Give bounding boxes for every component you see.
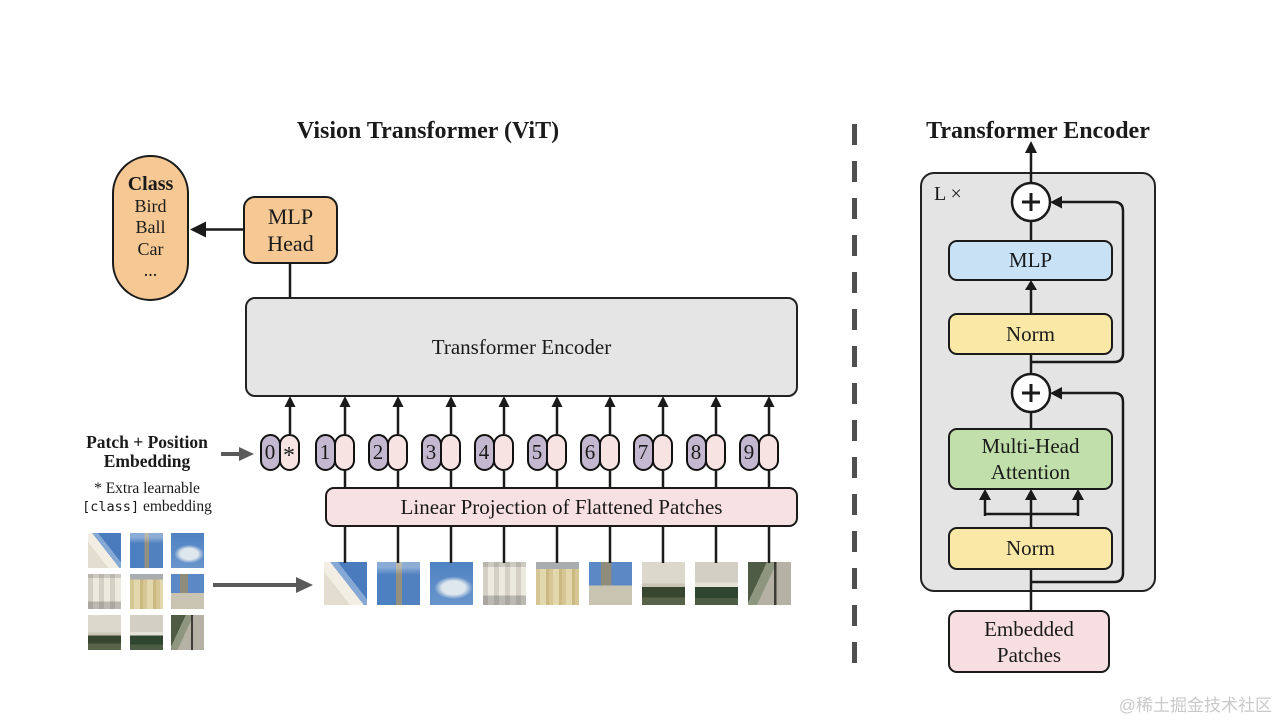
- position-embedding-pill: 1: [314, 434, 336, 471]
- image-patch-6: [588, 562, 632, 605]
- source-grid-patch: [129, 533, 163, 568]
- position-embedding-pill: 9: [738, 434, 760, 471]
- token-pair-5: 5: [526, 434, 567, 471]
- norm-top-label: Norm: [1006, 321, 1055, 346]
- image-patch-3: [429, 562, 473, 605]
- norm-block-top: Norm: [948, 313, 1113, 355]
- patch-embedding-pill: [439, 434, 461, 471]
- transformer-encoder-label: Transformer Encoder: [431, 334, 612, 359]
- image-patch-8: [694, 562, 738, 605]
- pp-label-line2: Embedding: [103, 451, 191, 471]
- class-output-oval: Class Bird Ball Car ...: [112, 155, 189, 301]
- mlp-block: MLP: [948, 240, 1113, 281]
- patch-embedding-pill: [651, 434, 673, 471]
- position-embedding-pill: 5: [526, 434, 548, 471]
- image-patch-9: [747, 562, 791, 605]
- embedded-line2: Patches: [996, 642, 1062, 667]
- dashed-divider: [852, 124, 857, 672]
- position-embedding-pill: 0: [259, 434, 281, 471]
- norm-block-bottom: Norm: [948, 527, 1113, 570]
- footnote-line1: * Extra learnable: [94, 480, 200, 497]
- token-pair-3: 3: [420, 434, 461, 471]
- token-pair-4: 4: [473, 434, 514, 471]
- class-token-code: [class]: [82, 498, 140, 515]
- embedded-line1: Embedded: [984, 616, 1074, 641]
- mlp-head-line1: MLP: [267, 204, 314, 229]
- linear-projection-box: Linear Projection of Flattened Patches: [325, 487, 798, 527]
- source-grid-patch: [88, 574, 121, 609]
- footnote-rest: embedding: [139, 497, 212, 515]
- image-patch-5: [535, 562, 579, 605]
- left-panel-title: Vision Transformer (ViT): [296, 118, 560, 144]
- multi-head-attention-block: Multi-Head Attention: [948, 428, 1113, 490]
- class-item: Ball: [135, 217, 166, 238]
- position-embedding-pill: 4: [473, 434, 495, 471]
- patch-embedding-pill: [492, 434, 514, 471]
- patch-embedding-pill: [704, 434, 726, 471]
- token-pair-2: 2: [367, 434, 408, 471]
- patch-embedding-pill: [386, 434, 408, 471]
- footnote-line2: [class] embedding: [58, 498, 236, 517]
- class-token-footnote: * Extra learnable [class] embedding: [58, 480, 236, 516]
- patch-embedding-pill: [598, 434, 620, 471]
- source-grid-patch: [88, 533, 121, 568]
- class-item: Car: [137, 238, 164, 259]
- image-patch-2: [376, 562, 420, 605]
- class-ellipsis: ...: [143, 260, 158, 281]
- position-embedding-pill: 6: [579, 434, 601, 471]
- source-grid-patch: [129, 615, 163, 650]
- embedded-patches-box: Embedded Patches: [948, 610, 1110, 673]
- token-pair-0: 0 *: [259, 434, 300, 471]
- source-grid-patch: [88, 615, 121, 650]
- source-grid-patch: [171, 533, 204, 568]
- image-patch-4: [482, 562, 526, 605]
- patch-position-embedding-label: Patch + Position Embedding: [58, 433, 236, 471]
- class-heading: Class: [127, 173, 174, 196]
- watermark: @稀土掘金技术社区: [1118, 696, 1272, 715]
- position-embedding-pill: 7: [632, 434, 654, 471]
- token-pair-7: 7: [632, 434, 673, 471]
- token-pair-6: 6: [579, 434, 620, 471]
- patch-embedding-pill: [333, 434, 355, 471]
- linear-projection-label: Linear Projection of Flattened Patches: [400, 494, 723, 519]
- right-panel-title: Transformer Encoder: [926, 118, 1150, 144]
- mlp-label: MLP: [1008, 248, 1053, 272]
- source-grid-patch: [171, 574, 204, 609]
- token-pair-9: 9: [738, 434, 779, 471]
- image-patch-1: [323, 562, 367, 605]
- mlp-head-line2: Head: [267, 231, 314, 256]
- token-pair-8: 8: [685, 434, 726, 471]
- source-grid-patch: [171, 615, 204, 650]
- layers-count-label: L ×: [934, 183, 962, 205]
- mlp-head-box: MLP Head: [243, 196, 338, 264]
- position-embedding-pill: 2: [367, 434, 389, 471]
- token-pair-1: 1: [314, 434, 355, 471]
- patch-embedding-pill: *: [278, 434, 300, 471]
- patch-embedding-pill: [757, 434, 779, 471]
- position-embedding-pill: 8: [685, 434, 707, 471]
- norm-bottom-label: Norm: [1006, 536, 1055, 560]
- image-patch-7: [641, 562, 685, 605]
- pp-label-line1: Patch + Position: [86, 432, 208, 452]
- mha-line1: Multi-Head: [981, 434, 1080, 458]
- mha-line2: Attention: [990, 460, 1071, 484]
- patch-embedding-pill: [545, 434, 567, 471]
- position-embedding-pill: 3: [420, 434, 442, 471]
- source-grid-patch: [129, 574, 163, 609]
- class-item: Bird: [134, 195, 167, 216]
- transformer-encoder-box: Transformer Encoder: [245, 297, 798, 397]
